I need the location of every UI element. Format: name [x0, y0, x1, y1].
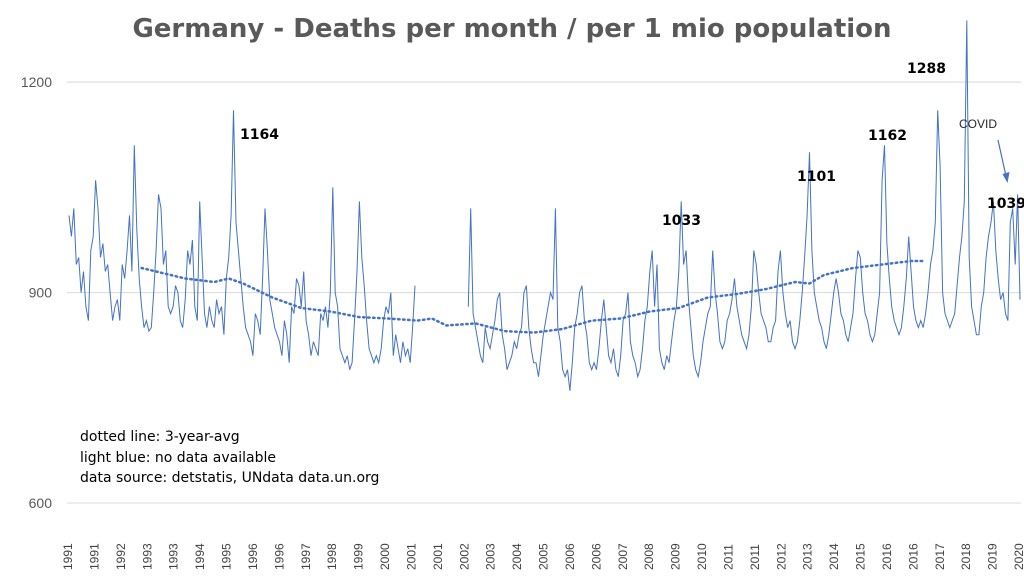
x-tick-label: 1992 — [114, 543, 128, 570]
x-tick-label: 2007 — [616, 543, 630, 570]
x-tick-label: 2019 — [986, 543, 1000, 570]
x-tick-label: 2001 — [404, 543, 418, 570]
peak-label-2018: 1288 — [907, 61, 946, 77]
x-tick-label: 2018 — [959, 543, 973, 570]
peak-label-2013: 1101 — [797, 169, 836, 185]
x-tick-label: 2004 — [510, 543, 524, 570]
peak-label-2009: 1033 — [662, 213, 701, 229]
peak-label-2016: 1162 — [868, 128, 907, 144]
x-tick-label: 1991 — [61, 543, 75, 570]
x-tick-label: 2010 — [695, 543, 709, 570]
x-tick-label: 2006 — [563, 543, 577, 570]
x-tick-label: 1998 — [325, 543, 339, 570]
note-dotted-line: dotted line: 3-year-avg — [80, 429, 240, 445]
x-tick-label: 1993 — [167, 543, 181, 570]
x-tick-label: 1997 — [299, 543, 313, 570]
x-tick-label: 2013 — [801, 543, 815, 570]
x-tick-label: 1995 — [220, 543, 234, 570]
monthly-deaths-line — [68, 20, 1021, 391]
peak-label-2020: 1039 — [987, 196, 1024, 212]
x-tick-label: 1996 — [246, 543, 260, 570]
x-tick-label: 2005 — [537, 543, 551, 570]
y-tick-label: 1200 — [21, 74, 52, 90]
x-tick-label: 1999 — [352, 543, 366, 570]
x-tick-label: 2011 — [748, 544, 762, 570]
y-tick-label: 600 — [29, 495, 53, 511]
chart-title: Germany - Deaths per month / per 1 mio p… — [132, 14, 891, 44]
x-tick-label: 2011 — [721, 544, 735, 570]
x-tick-label: 2009 — [669, 543, 683, 570]
three-year-average-line — [140, 259, 927, 334]
x-tick-label: 1994 — [193, 543, 207, 570]
covid-arrow-head — [1002, 172, 1010, 183]
x-tick-label: 2014 — [827, 543, 841, 570]
x-tick-label: 2020 — [1012, 543, 1024, 570]
x-tick-label: 2008 — [642, 543, 656, 570]
x-tick-label: 1996 — [272, 543, 286, 570]
covid-label: COVID — [959, 117, 997, 131]
x-tick-label: 2006 — [589, 543, 603, 570]
y-axis: 600 900 1200 — [21, 74, 52, 511]
x-tick-label: 2003 — [484, 543, 498, 570]
x-tick-label: 2017 — [933, 543, 947, 570]
x-tick-label: 2002 — [457, 543, 471, 570]
x-tick-label: 2000 — [378, 543, 392, 570]
peak-label-1996: 1164 — [240, 127, 279, 143]
note-data-source: data source: detstatis, UNdata data.un.o… — [80, 470, 379, 486]
note-light-blue: light blue: no data available — [80, 450, 276, 466]
x-tick-label: 2016 — [906, 543, 920, 570]
x-tick-label: 2001 — [431, 543, 445, 570]
y-tick-label: 900 — [29, 285, 53, 301]
covid-arrow — [997, 139, 1007, 177]
x-tick-label: 2012 — [774, 543, 788, 570]
x-tick-label: 2016 — [880, 543, 894, 570]
peak-labels: 1164 1033 1101 1162 1288 1039 COVID — [240, 61, 1024, 229]
x-tick-label: 1993 — [140, 543, 154, 570]
x-tick-label: 2015 — [854, 543, 868, 570]
x-tick-label: 1991 — [87, 543, 101, 570]
notes: dotted line: 3-year-avg light blue: no d… — [80, 429, 379, 486]
x-axis: 1991 1991 1992 1993 1993 1994 1995 1996 1996 1997… — [61, 543, 1024, 570]
